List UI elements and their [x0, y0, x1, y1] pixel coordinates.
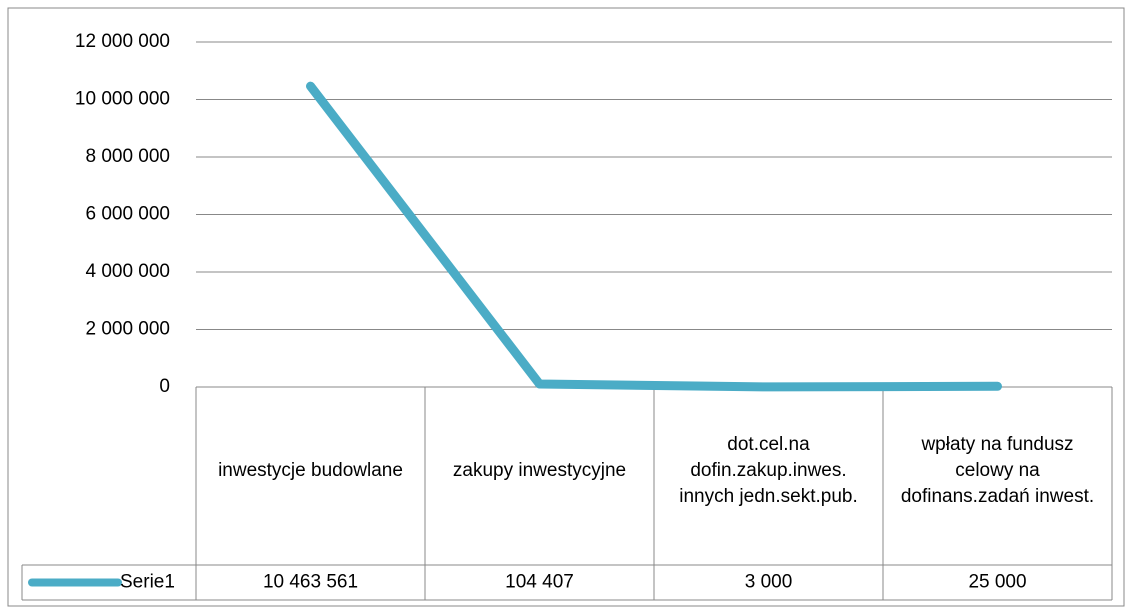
- y-tick-label: 0: [159, 376, 170, 397]
- legend-label: Serie1: [120, 572, 175, 593]
- y-tick-label: 10 000 000: [75, 89, 170, 110]
- table-value: 25 000: [968, 572, 1026, 593]
- category-label: inwestycje budowlane: [218, 460, 403, 481]
- series-line: [306, 81, 1002, 392]
- y-tick-label: 4 000 000: [85, 261, 170, 282]
- category-label: dot.cel.na dofin.zakup.inwes. innych jed…: [679, 434, 858, 507]
- table-value: 10 463 561: [263, 572, 358, 593]
- y-tick-label: 12 000 000: [75, 31, 170, 52]
- table-value: 104 407: [505, 572, 574, 593]
- category-label: zakupy inwestycyjne: [452, 460, 627, 481]
- y-tick-label: 8 000 000: [85, 146, 170, 167]
- category-label: wpłaty na fundusz celowy na dofinans.zad…: [900, 434, 1095, 507]
- chart-border: [7, 7, 1125, 607]
- y-tick-label: 2 000 000: [85, 319, 170, 340]
- table-value: 3 000: [745, 572, 793, 593]
- y-tick-label: 6 000 000: [85, 204, 170, 225]
